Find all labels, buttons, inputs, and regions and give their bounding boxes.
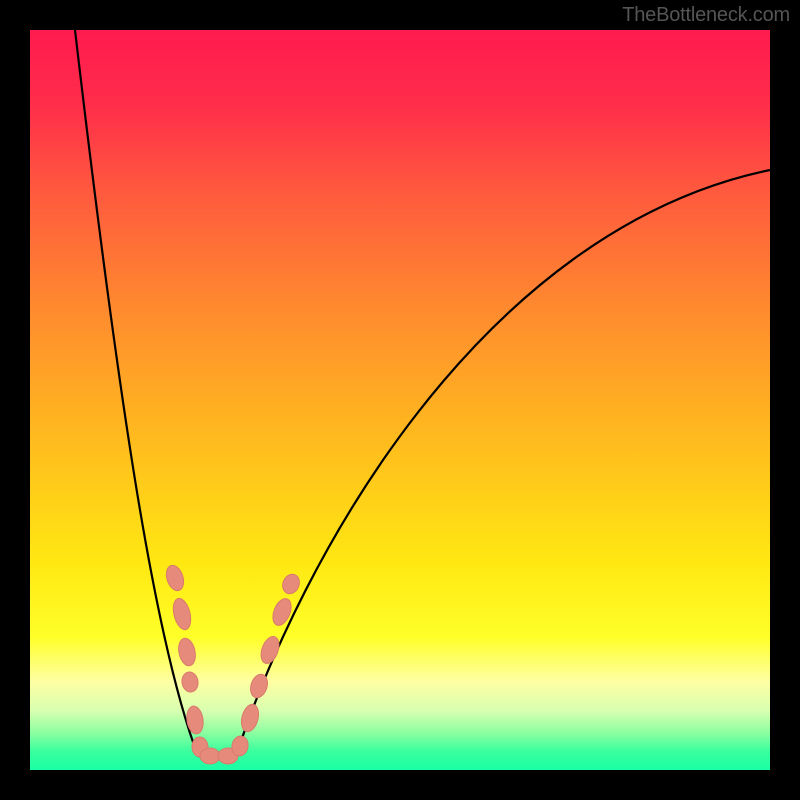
bottleneck-chart <box>0 0 800 800</box>
data-marker <box>200 748 220 764</box>
plot-background-gradient <box>30 30 770 770</box>
chart-container: { "watermark": { "text": "TheBottleneck.… <box>0 0 800 800</box>
watermark-text: TheBottleneck.com <box>622 4 790 27</box>
